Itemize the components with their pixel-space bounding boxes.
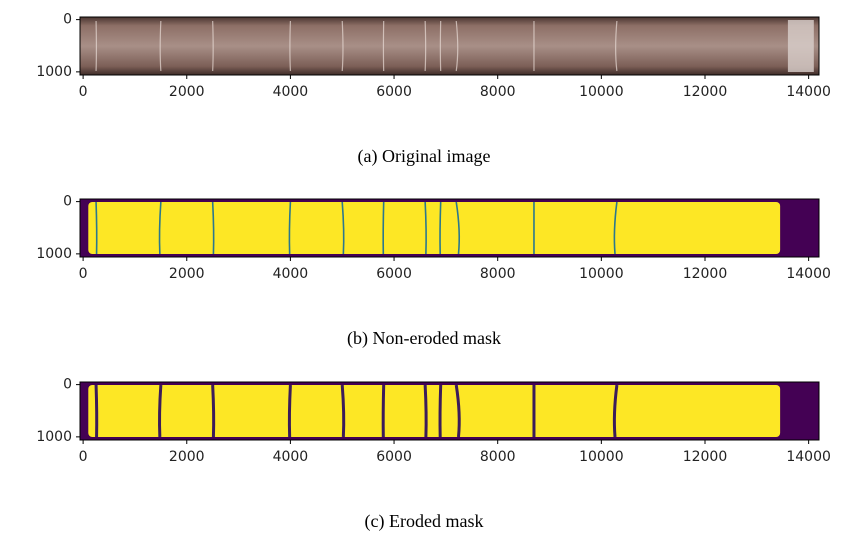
mask-crack xyxy=(213,385,214,437)
x-tick-label: 12000 xyxy=(683,84,728,100)
x-tick-label: 14000 xyxy=(786,266,831,282)
y-tick-label: 1000 xyxy=(36,429,72,445)
x-tick-label: 4000 xyxy=(273,84,309,100)
mask-crack xyxy=(383,385,384,437)
caption: (a) Original image xyxy=(358,146,491,167)
mask-crack xyxy=(96,202,97,254)
x-tick-label: 14000 xyxy=(786,449,831,465)
mask-crack xyxy=(383,202,384,254)
x-tick-label: 0 xyxy=(79,84,88,100)
mask-crack xyxy=(160,385,161,437)
y-tick-label: 1000 xyxy=(36,246,72,262)
y-tick-label: 0 xyxy=(63,377,72,393)
x-tick-label: 6000 xyxy=(376,84,412,100)
x-tick-label: 4000 xyxy=(273,266,309,282)
y-tick-label: 0 xyxy=(63,12,72,28)
mask-crack xyxy=(425,385,426,437)
x-tick-label: 10000 xyxy=(579,266,624,282)
figure: 0200040006000800010000120001400001000(a)… xyxy=(0,0,849,537)
x-tick-label: 8000 xyxy=(480,266,516,282)
core-streak xyxy=(213,21,214,71)
x-tick-label: 10000 xyxy=(579,84,624,100)
mask-crack xyxy=(440,385,441,437)
x-tick-label: 14000 xyxy=(786,84,831,100)
mask-crack xyxy=(342,385,344,437)
x-tick-label: 12000 xyxy=(683,449,728,465)
caption: (b) Non-eroded mask xyxy=(347,328,501,349)
x-tick-label: 2000 xyxy=(169,84,205,100)
x-tick-label: 6000 xyxy=(376,449,412,465)
x-tick-label: 8000 xyxy=(480,449,516,465)
x-tick-label: 12000 xyxy=(683,266,728,282)
core-streak xyxy=(160,21,161,71)
mask-crack xyxy=(440,202,441,254)
mask-foreground xyxy=(88,202,780,254)
x-tick-label: 0 xyxy=(79,266,88,282)
x-tick-label: 8000 xyxy=(480,84,516,100)
caption: (c) Eroded mask xyxy=(365,511,484,532)
core-streak xyxy=(425,21,426,71)
core-end xyxy=(788,20,814,72)
x-tick-label: 0 xyxy=(79,449,88,465)
mask-crack xyxy=(289,385,290,437)
x-tick-label: 10000 xyxy=(579,449,624,465)
x-tick-label: 4000 xyxy=(273,449,309,465)
y-tick-label: 1000 xyxy=(36,64,72,80)
x-tick-label: 6000 xyxy=(376,266,412,282)
mask-foreground xyxy=(88,385,780,437)
mask-crack xyxy=(425,202,426,254)
mask-crack xyxy=(213,202,214,254)
core-streak xyxy=(290,21,291,71)
x-tick-label: 2000 xyxy=(169,449,205,465)
core-photo xyxy=(80,17,819,75)
y-tick-label: 0 xyxy=(63,194,72,210)
mask-crack xyxy=(289,202,290,254)
mask-crack xyxy=(96,385,97,437)
x-tick-label: 2000 xyxy=(169,266,205,282)
